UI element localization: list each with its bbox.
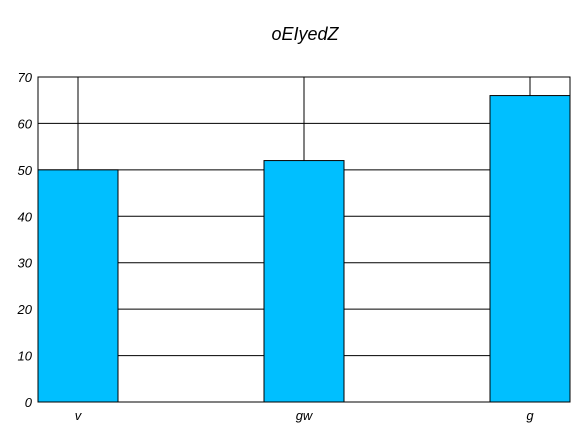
y-axis-ticks: 0 10 20 30 40 50 60 70 [17,70,33,410]
y-tick-label: 10 [18,349,33,364]
chart-title: oEIyedZ [271,24,339,44]
y-tick-label: 40 [18,209,33,224]
y-tick-label: 70 [18,70,33,85]
y-tick-label: 0 [25,395,33,410]
x-axis-ticks: v gw g [75,408,535,423]
x-tick-label: gw [296,408,314,423]
y-tick-label: 60 [18,116,33,131]
bars [37,95,571,403]
y-tick-label: 20 [17,302,33,317]
bar-g [489,95,571,403]
bar-gw [263,160,345,403]
y-tick-label: 30 [18,256,33,271]
x-tick-label: g [526,408,534,423]
plot-frame [37,76,571,403]
bar-v [37,169,119,403]
x-tick-label: v [75,408,83,423]
y-tick-label: 50 [18,163,33,178]
